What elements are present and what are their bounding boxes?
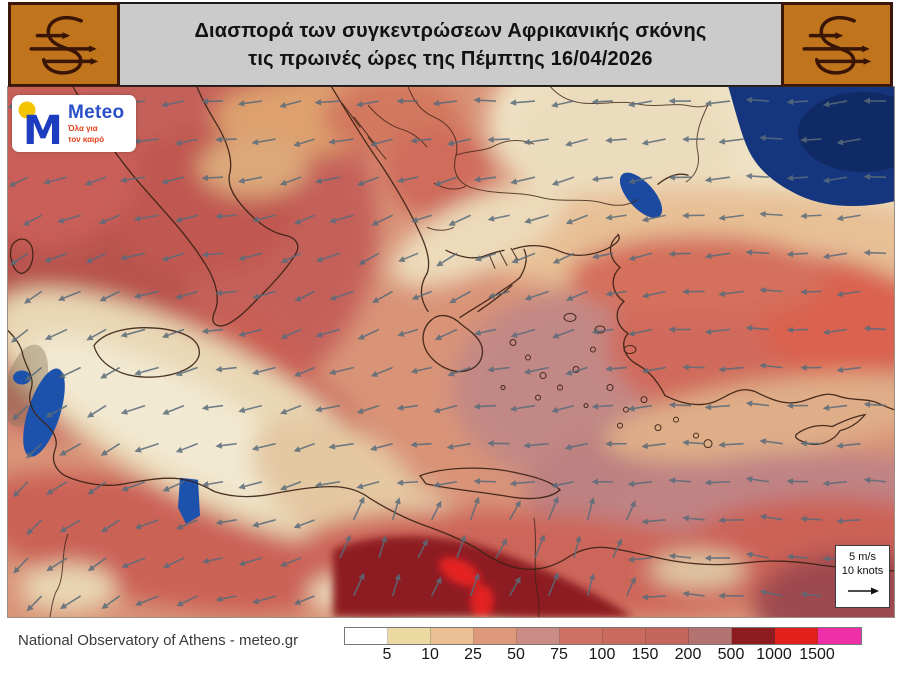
turkey-west-coast: [610, 234, 666, 397]
legend-tick-label: 500: [717, 646, 745, 663]
legend-segment: [560, 628, 603, 644]
meteo-logo: M Meteo Όλα για τον καιρό: [12, 95, 136, 152]
banner-title: Διασπορά των συγκεντρώσεων Αφρικανικής σ…: [120, 2, 781, 87]
dust-symbol-box-right: [781, 2, 893, 87]
title-line-1: Διασπορά των συγκεντρώσεων Αφρικανικής σ…: [194, 19, 707, 42]
tunisian-lake: [178, 477, 200, 524]
svg-text:M: M: [23, 108, 63, 149]
country-borders: [49, 87, 709, 617]
legend-segment: [603, 628, 646, 644]
greece-east-coast: [519, 248, 527, 279]
legend-tick-label: 1000: [756, 646, 792, 663]
legend-tick-label: 75: [550, 646, 568, 663]
thrace-coast: [512, 233, 620, 256]
dust-map-graphic: [8, 87, 894, 617]
legend-tick-label: 150: [631, 646, 659, 663]
title-line-2: τις πρωινές ώρες της Πέμπτης 16/04/2026: [248, 47, 653, 70]
wind-scale-speed: 5 m/s: [849, 551, 876, 563]
tunisian-lake: [13, 370, 31, 385]
legend-tick-label: 25: [464, 646, 482, 663]
wind-scale-box: 5 m/s 10 knots: [835, 545, 890, 608]
logo-brand: Meteo: [68, 102, 125, 123]
legend-segment: [345, 628, 388, 644]
peloponnese: [422, 314, 484, 373]
tunisian-lake: [23, 368, 65, 457]
legend-labels: 5 10 25 50 75 100 150 200 500 1000 1500: [344, 645, 860, 665]
crete: [418, 467, 561, 500]
logo-m-icon: M: [18, 101, 63, 149]
greece-west-coast: [420, 272, 429, 313]
wind-arrows: [8, 96, 887, 612]
chalkidiki: [488, 247, 519, 269]
dust-legend: 5 10 25 50 75 100 150 200 500 1000 1500: [344, 627, 864, 665]
dust-concentration-map: M Meteo Όλα για τον καιρό 5 m/s 10 knots: [7, 86, 895, 618]
wind-scale-arrow-icon: [847, 587, 879, 595]
attribution: National Observatory of Athens - meteo.g…: [18, 632, 299, 649]
italy: [72, 87, 299, 327]
legend-tick-label: 100: [588, 646, 616, 663]
croatia-coast: [330, 87, 430, 275]
logo-tagline-line1: Όλα για: [68, 124, 98, 133]
weather-map-banner: Διασπορά των συγκεντρώσεων Αφρικανικής σ…: [8, 2, 893, 87]
legend-tick-label: 50: [507, 646, 525, 663]
dust-symbol-icon: [802, 15, 874, 75]
north-africa-coast: [8, 329, 894, 572]
seas: [8, 87, 894, 524]
legend-segment: [431, 628, 474, 644]
aegean-islands: [500, 312, 713, 449]
legend-segment: [732, 628, 775, 644]
sicily: [93, 327, 200, 378]
dust-symbol-box-left: [8, 2, 120, 87]
wind-scale-knots: 10 knots: [841, 565, 884, 577]
black-sea-deep: [798, 92, 894, 173]
dust-maximum-libya: [333, 536, 633, 617]
coastlines: [8, 87, 894, 572]
legend-segment: [775, 628, 818, 644]
legend-segment: [689, 628, 732, 644]
legend-segment: [388, 628, 431, 644]
legend-tick-label: 10: [421, 646, 439, 663]
legend-tick-label: 200: [674, 646, 702, 663]
euboea: [477, 284, 513, 313]
legend-tick-label: 5: [382, 646, 392, 663]
legend-segment: [474, 628, 517, 644]
north-greece-coast: [445, 249, 505, 259]
legend-bar: [344, 627, 862, 645]
dust-symbol-icon: [29, 15, 99, 75]
turkey-south-coast: [664, 389, 894, 411]
croatian-islands: [341, 102, 387, 160]
legend-segment: [517, 628, 560, 644]
attica-coast: [459, 276, 521, 319]
sea-of-marmara: [619, 172, 663, 218]
logo-tagline-line2: τον καιρό: [68, 135, 105, 144]
legend-segment: [818, 628, 861, 644]
legend-tick-label: 1500: [799, 646, 835, 663]
legend-segment: [646, 628, 689, 644]
